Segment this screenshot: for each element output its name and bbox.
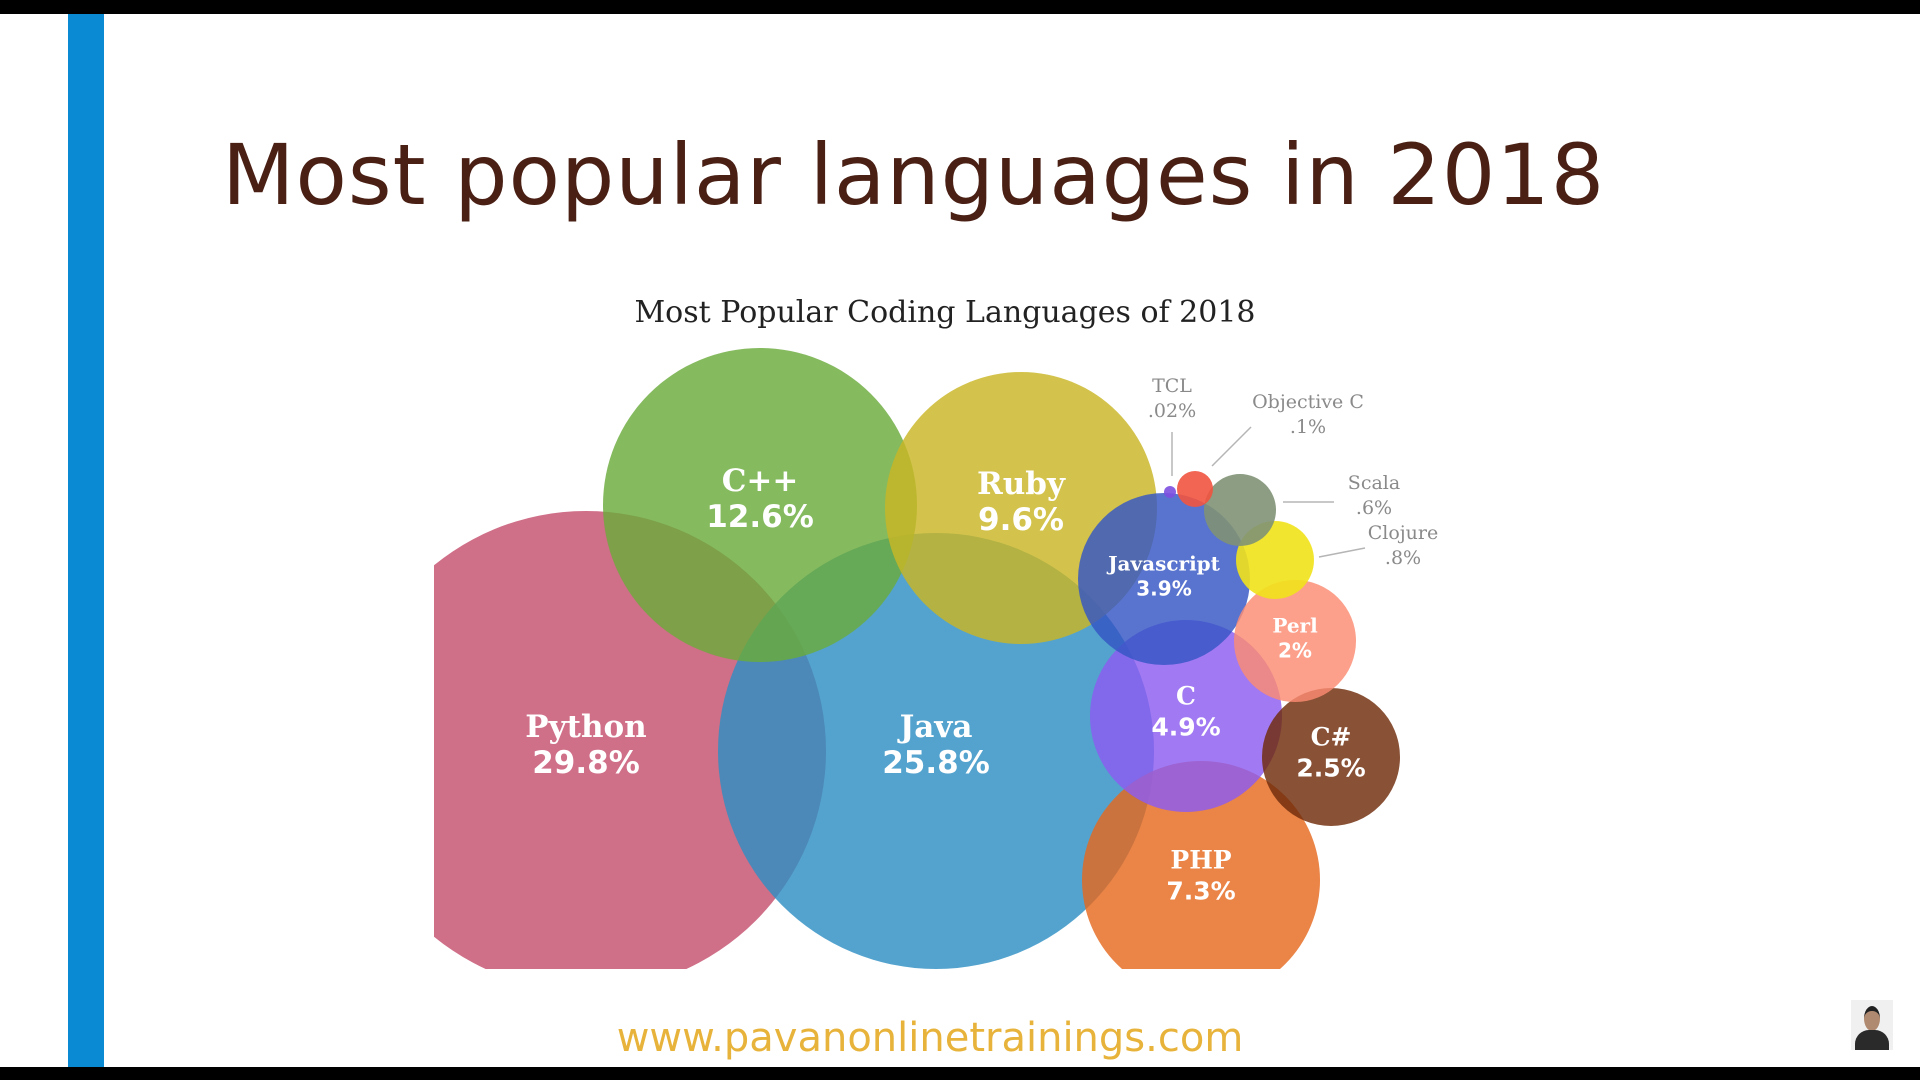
bubble-c [1090,620,1282,812]
callout-label-value: .8% [1385,547,1421,569]
callout-line [1318,547,1366,558]
bubble-label-value: 2% [1278,639,1312,663]
callout-label-name: TCL [1152,375,1192,397]
bubble-tcl [1164,486,1176,498]
bubble-label-value: 4.9% [1151,713,1220,742]
bubble-label-name: Ruby [977,466,1066,502]
bubble-label-value: 12.6% [706,499,814,535]
bubble-c- [603,348,917,662]
bubble-php [1082,761,1320,969]
bubble-label-name: C [1176,682,1196,711]
bubble-label-name: PHP [1170,846,1231,875]
bubble-javascript [1078,493,1250,665]
bubble-chart: Most Popular Coding Languages of 2018 Py… [434,295,1438,969]
bubble-label-name: Java [897,709,973,745]
accent-bar [68,14,104,1067]
callout-label-name: Scala [1348,472,1400,494]
bubble-scala [1204,474,1276,546]
callout-label-value: .02% [1148,400,1196,422]
bubble-group [434,348,1400,969]
presenter-avatar [1851,1000,1893,1050]
bubble-label-name: Perl [1272,614,1318,638]
bubble-label-value: 9.6% [978,502,1064,538]
chart-title: Most Popular Coding Languages of 2018 [634,295,1255,330]
bottom-strip [0,1067,1920,1080]
callout-label-value: .1% [1290,416,1326,438]
bubble-label-value: 2.5% [1296,754,1365,783]
bubble-label-name: Python [525,709,646,745]
callout-line [1211,426,1252,467]
slide: Most popular languages in 2018 Most Popu… [0,14,1920,1067]
website-url: www.pavanonlinetrainings.com [616,1015,1244,1061]
bubble-perl [1234,580,1356,702]
bubble-c- [1262,688,1400,826]
bubble-label-name: C++ [722,463,799,499]
bubble-label-value: 7.3% [1166,877,1235,906]
bubble-label-name: Javascript [1106,552,1221,576]
callout-label-value: .6% [1356,497,1392,519]
bubble-objective-c [1177,471,1213,507]
slide-title: Most popular languages in 2018 [222,126,1606,224]
callout-label-name: Objective C [1252,391,1364,413]
bubble-label-name: C# [1311,723,1352,752]
bubble-label-value: 3.9% [1136,577,1191,601]
bubble-label-value: 25.8% [882,745,990,781]
bubble-label-value: 29.8% [532,745,640,781]
callout-label-name: Clojure [1368,522,1439,544]
